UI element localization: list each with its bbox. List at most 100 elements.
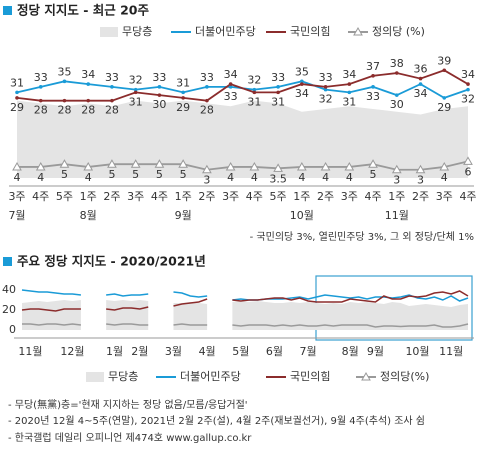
legend-label: 무당층: [122, 25, 152, 38]
data-label: 5: [180, 168, 187, 181]
x-tick-label: 4주: [246, 190, 263, 203]
data-label: 33: [271, 71, 285, 84]
marker: [38, 98, 43, 103]
marker: [323, 85, 328, 89]
data-label: 4: [298, 171, 305, 184]
data-label: 29: [176, 101, 190, 114]
marker: [130, 159, 141, 168]
data-label: 3: [203, 174, 210, 187]
line: [17, 160, 469, 171]
data-label: 33: [366, 90, 380, 103]
data-label: 29: [10, 101, 24, 114]
month-label: 9월: [175, 209, 192, 222]
marker: [391, 164, 402, 174]
x-tick-label: 4월: [199, 345, 216, 358]
chart-title: 주요 정당 지지도 - 2020/2021년: [17, 254, 206, 269]
x-tick-label: 2월: [131, 345, 148, 358]
data-label: 5: [61, 168, 68, 181]
footnote: - 한국갤럽 데일리 오피니언 제474호 www.gallup.co.kr: [8, 432, 252, 444]
footnote: - 무당(無黨)층='현재 지지하는 정당 없음/모름/응답거절': [8, 398, 248, 411]
x-tick-label: 5주: [270, 190, 287, 203]
data-label: 5: [108, 168, 115, 181]
x-tick-label: 2주: [103, 190, 120, 203]
x-tick-label: 2주: [198, 190, 215, 203]
y-tick-label: 40: [2, 283, 16, 296]
data-label: 28: [57, 104, 71, 117]
x-tick-label: 3주: [127, 190, 144, 203]
x-tick-label: 4주: [151, 190, 168, 203]
marker: [62, 79, 67, 84]
x-tick-label: 3월: [165, 345, 182, 358]
marker: [466, 82, 470, 86]
marker: [157, 85, 162, 89]
data-label: 35: [57, 65, 71, 78]
marker: [394, 93, 399, 97]
data-label: 34: [414, 87, 428, 100]
x-tick-label: 1주: [175, 190, 192, 203]
x-tick-label: 4주: [459, 190, 476, 203]
data-label: 33: [319, 71, 333, 84]
marker: [300, 79, 304, 84]
x-tick-label: 6월: [266, 345, 283, 358]
marker: [133, 90, 138, 95]
marker: [323, 87, 328, 92]
marker: [442, 68, 447, 73]
data-label: 5: [156, 168, 163, 181]
data-label: 33: [34, 71, 48, 84]
x-tick-label: 1월: [106, 345, 123, 358]
marker: [86, 82, 91, 86]
marker: [62, 98, 67, 103]
legend-marker: [361, 371, 371, 381]
marker: [205, 85, 209, 89]
x-tick-label: 4주: [364, 190, 381, 203]
marker: [83, 161, 94, 171]
marker: [110, 98, 114, 103]
data-label: 34: [224, 68, 238, 81]
marker: [178, 159, 189, 168]
marker: [59, 159, 70, 168]
marker: [442, 96, 447, 100]
data-label: 34: [295, 87, 309, 100]
marker: [320, 161, 331, 171]
data-label: 31: [271, 95, 285, 108]
data-label: 28: [200, 104, 214, 117]
marker: [368, 159, 378, 168]
data-label: 33: [200, 71, 214, 84]
data-label: 31: [10, 76, 24, 89]
data-label: 28: [81, 104, 95, 117]
marker: [12, 161, 22, 171]
x-tick-label: 1주: [80, 190, 97, 203]
line: [16, 80, 469, 99]
marker: [181, 90, 185, 95]
footnote: - 국민의당 3%, 열린민주당 3%, 그 외 정당/단체 1%: [250, 231, 474, 243]
x-tick-label: 1주: [293, 190, 310, 203]
line: [21, 290, 469, 312]
x-tick-label: 11월: [18, 345, 42, 358]
marker: [276, 85, 280, 89]
marker: [418, 76, 423, 81]
x-tick-label: 3주: [8, 190, 25, 203]
data-label: 5: [370, 168, 377, 181]
marker: [228, 82, 233, 86]
x-tick-label: 12월: [60, 345, 84, 358]
data-label: 4: [227, 171, 234, 184]
data-label: 33: [152, 71, 166, 84]
month-label: 8월: [80, 209, 97, 222]
legend-label: 국민의힘: [290, 370, 330, 383]
data-label: 31: [342, 95, 356, 108]
marker: [347, 82, 352, 86]
data-label: 4: [37, 171, 44, 184]
marker: [225, 161, 236, 171]
marker: [463, 156, 473, 165]
title-bullet: [3, 257, 12, 266]
marker: [202, 164, 212, 174]
marker: [466, 87, 470, 92]
month-label: 7월: [8, 209, 25, 222]
data-label: 4: [441, 171, 448, 184]
marker: [276, 90, 280, 95]
marker: [394, 71, 399, 75]
data-label: 31: [129, 95, 143, 108]
data-label: 4: [346, 171, 353, 184]
data-label: 33: [224, 90, 238, 103]
data-label: 36: [414, 63, 428, 76]
